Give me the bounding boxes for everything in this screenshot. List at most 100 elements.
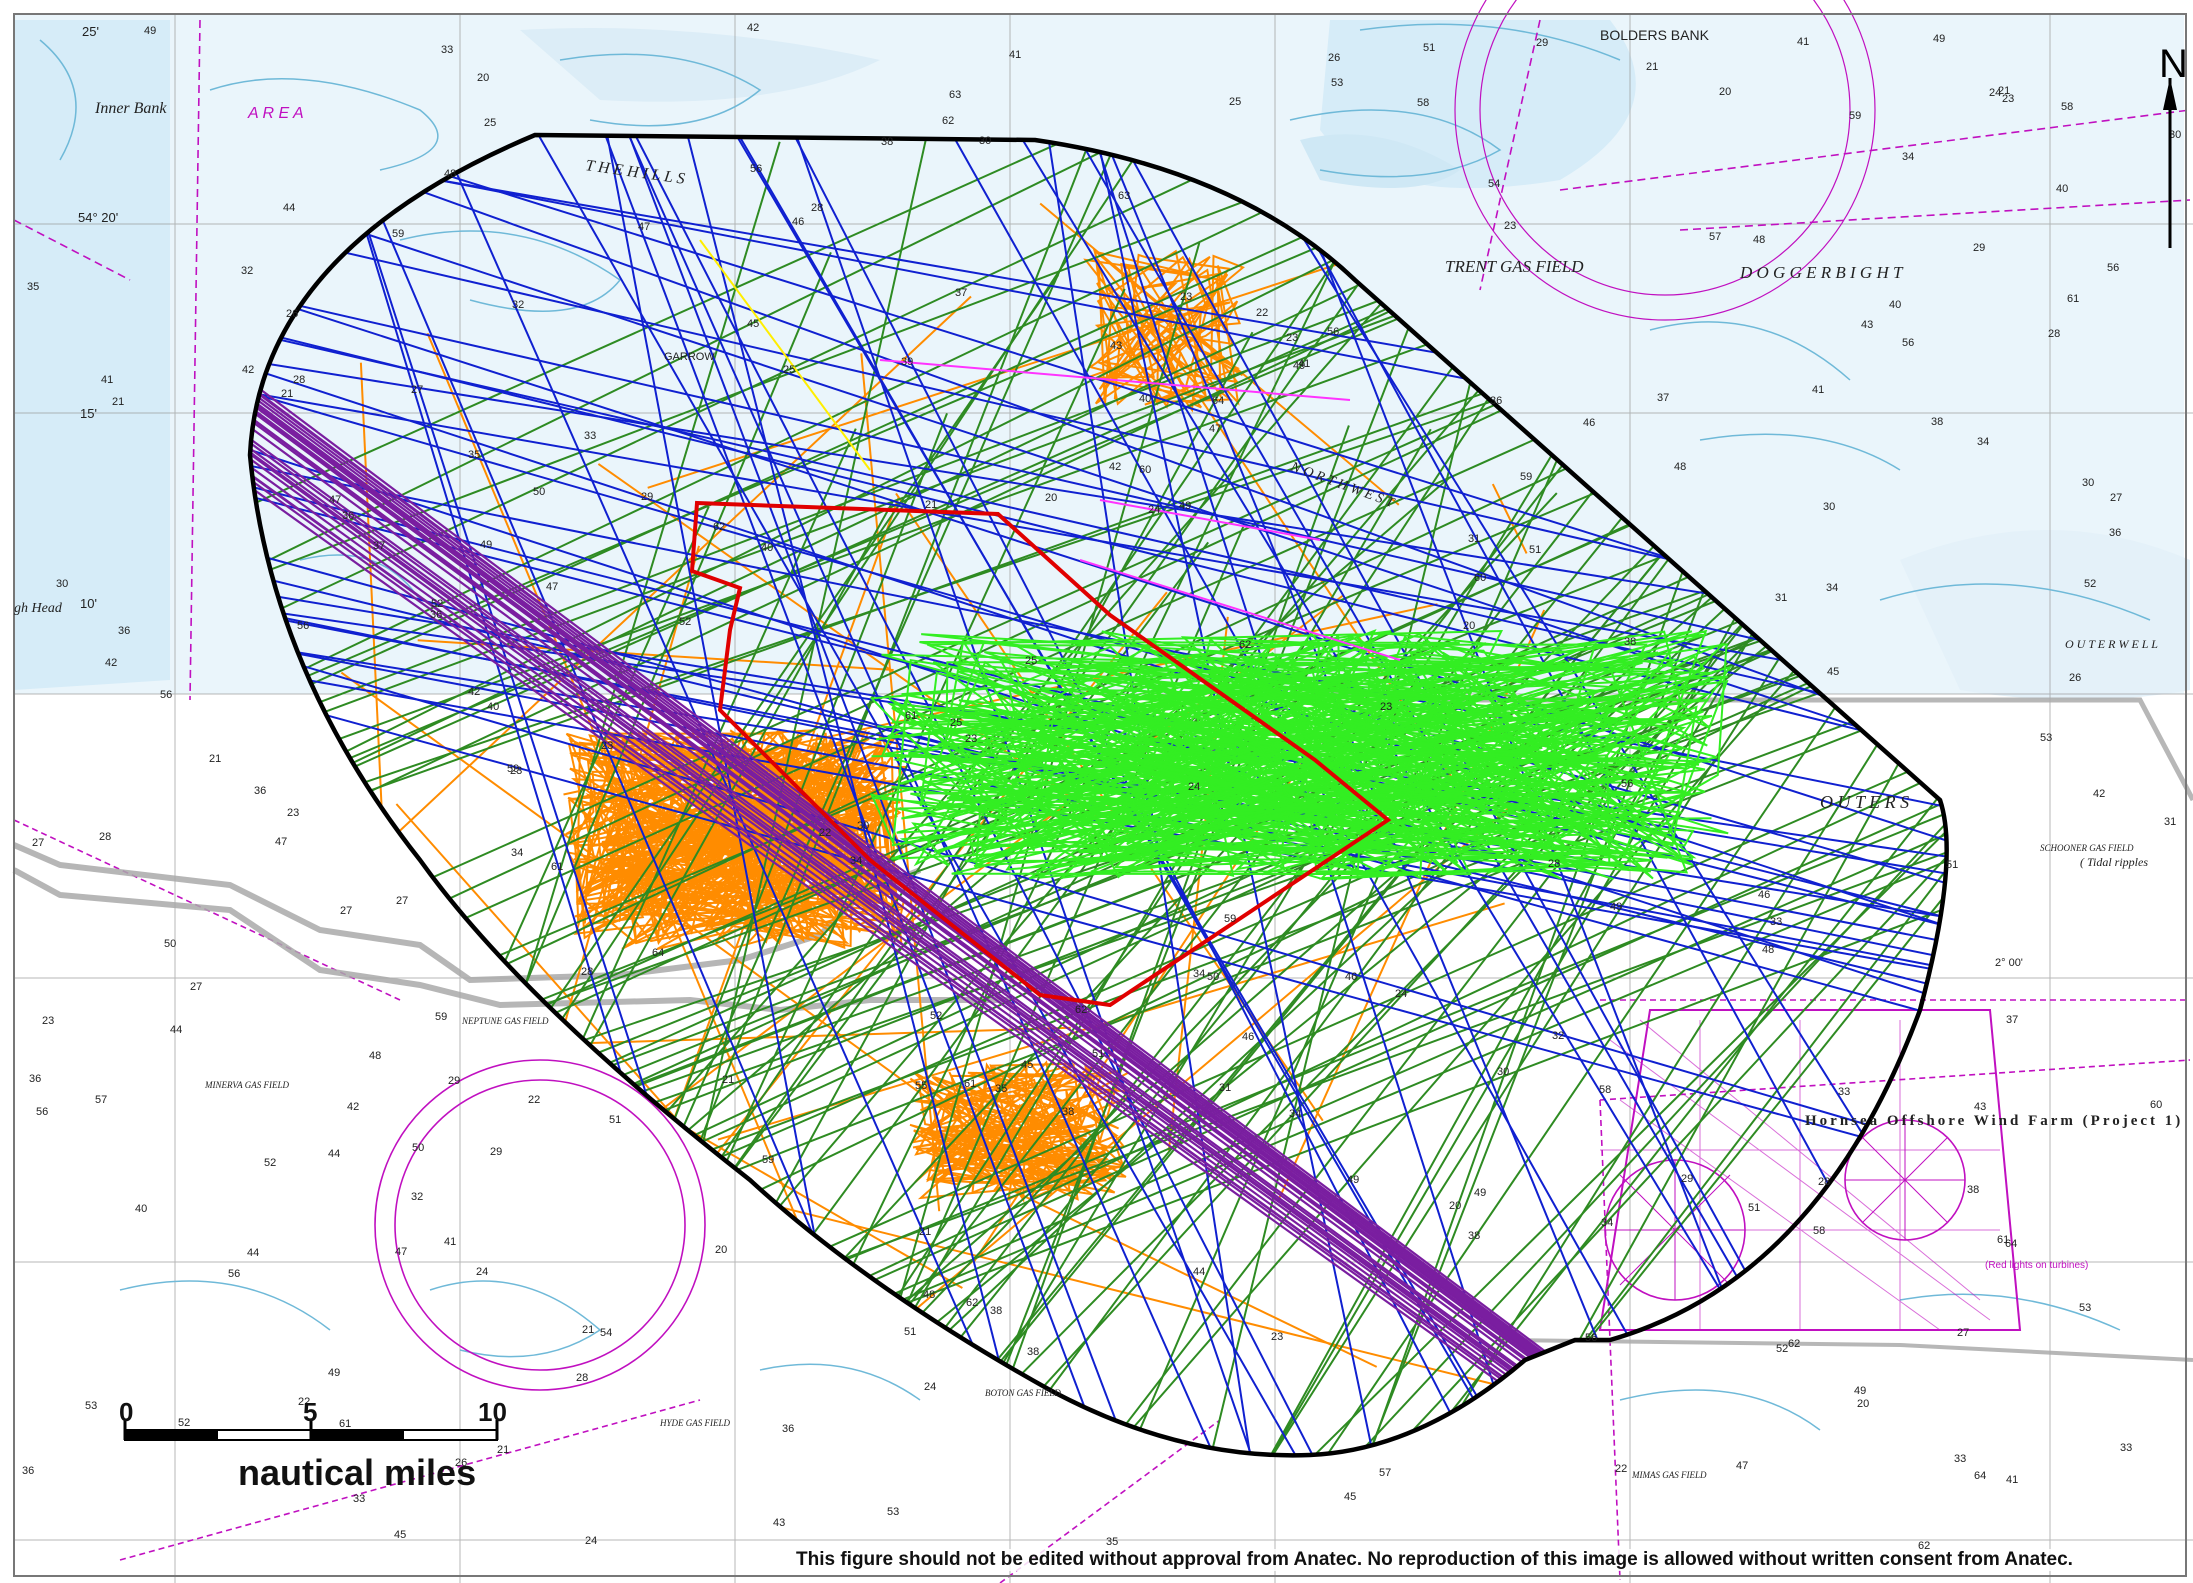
depth-sounding: 56	[297, 620, 309, 632]
depth-sounding: 32	[1552, 1030, 1564, 1042]
scale-bar	[123, 1420, 499, 1441]
depth-sounding: 27	[2110, 492, 2122, 504]
depth-sounding: 57	[1379, 1467, 1391, 1479]
depth-sounding: 49	[1293, 360, 1305, 372]
depth-sounding: 44	[328, 1148, 340, 1160]
depth-sounding: 23	[601, 740, 613, 752]
depth-sounding: 50	[164, 938, 176, 950]
depth-sounding: 59	[762, 1154, 774, 1166]
depth-sounding: 42	[2093, 788, 2105, 800]
depth-sounding: 35	[468, 449, 480, 461]
tanker-track	[250, 685, 1947, 1171]
depth-sounding: 61	[905, 710, 917, 722]
depth-sounding: 38	[1931, 416, 1943, 428]
depth-sounding: 47	[1209, 423, 1221, 435]
fishing-track	[883, 797, 1522, 1337]
depth-sounding: 51	[1529, 544, 1541, 556]
depth-sounding: 53	[2079, 1302, 2091, 1314]
depth-sounding: 20	[1045, 492, 1057, 504]
oil-gas-track	[250, 430, 1561, 1398]
scale-bar-units: nautical miles	[238, 1452, 477, 1493]
depth-sounding: 29	[641, 491, 653, 503]
depth-sounding: 58	[1813, 1225, 1825, 1237]
label-hornsea: Hornsea Offshore Wind Farm (Project 1)	[1805, 1113, 2183, 1129]
depth-sounding: 36	[342, 510, 354, 522]
depth-sounding: 34	[850, 855, 862, 867]
depth-sounding: 24	[1188, 781, 1200, 793]
depth-sounding: 59	[1849, 110, 1861, 122]
oil-gas-track	[250, 398, 1561, 1379]
depth-sounding: 52	[1776, 1343, 1788, 1355]
depth-sounding: 32	[241, 265, 253, 277]
depth-sounding: 27	[411, 384, 423, 396]
wind-farm-track	[869, 630, 1729, 881]
depth-sounding: 51	[1423, 42, 1435, 54]
depth-sounding: 56	[36, 1106, 48, 1118]
depth-sounding: 59	[392, 228, 404, 240]
depth-sounding: 20	[1449, 1200, 1461, 1212]
tanker-track	[250, 640, 1947, 1159]
oil-gas-track	[250, 471, 1561, 1423]
depth-sounding: 27	[1957, 1327, 1969, 1339]
depth-sounding: 45	[1344, 1491, 1356, 1503]
depth-sounding: 37	[373, 540, 385, 552]
depth-sounding: 20	[715, 1244, 727, 1256]
depth-sounding: 33	[1954, 1453, 1966, 1465]
depth-sounding: 23	[510, 765, 522, 777]
depth-sounding: 49	[1474, 1187, 1486, 1199]
label-area: A R E A	[247, 105, 304, 122]
oil-gas-track	[250, 466, 1561, 1420]
depth-sounding: 42	[242, 364, 254, 376]
depth-sounding: 41	[1812, 384, 1824, 396]
depth-sounding: 53	[887, 1506, 899, 1518]
depth-sounding: 28	[2048, 328, 2060, 340]
depth-sounding: 52	[930, 1010, 942, 1022]
depth-sounding: 27	[190, 981, 202, 993]
depth-sounding: 33	[1838, 1086, 1850, 1098]
depth-sounding: 59	[435, 1011, 447, 1023]
depth-sounding: 43	[1861, 319, 1873, 331]
depth-sounding: 21	[919, 1226, 931, 1238]
tanker-track	[517, 135, 1323, 1456]
depth-sounding: 56	[750, 163, 762, 175]
depth-sounding: 52	[264, 1157, 276, 1169]
other-track	[879, 359, 1351, 401]
label-outer-well: O U T E R W E L L	[2065, 637, 2158, 651]
depth-sounding: 50	[1207, 971, 1219, 983]
label-schooner: SCHOONER GAS FIELD	[2040, 843, 2134, 853]
depth-sounding: 20	[477, 72, 489, 84]
oil-gas-track	[250, 382, 1561, 1369]
depth-sounding: 36	[254, 785, 266, 797]
scale-tick-0: 0	[119, 1397, 134, 1427]
depth-sounding: 42	[468, 686, 480, 698]
depth-sounding: 51	[904, 1326, 916, 1338]
depth-sounding: 62	[1075, 1004, 1087, 1016]
label-neptune: NEPTUNE GAS FIELD	[461, 1016, 549, 1026]
scale-tick-10: 10	[478, 1397, 507, 1427]
tanker-track	[250, 355, 1947, 639]
copyright-disclaimer: This figure should not be edited without…	[790, 1549, 2079, 1571]
chart-frame	[13, 13, 2187, 1577]
depth-sounding: 23	[2002, 93, 2014, 105]
depth-sounding: 58	[1599, 1084, 1611, 1096]
depth-sounding: 42	[105, 657, 117, 669]
depth-sounding: 28	[1818, 1176, 1830, 1188]
depth-sounding: 51	[1092, 1048, 1104, 1060]
depth-sounding: 56	[2107, 262, 2119, 274]
depth-sounding: 34	[1902, 151, 1914, 163]
depth-sounding: 62	[1788, 1338, 1800, 1350]
oil-gas-track	[250, 458, 1561, 1415]
depth-sounding: 53	[1331, 77, 1343, 89]
depth-sounding: 34	[1826, 582, 1838, 594]
depth-sounding: 61	[339, 1418, 351, 1430]
depth-sounding: 31	[2164, 816, 2176, 828]
cargo-track	[250, 135, 1947, 648]
depth-sounding: 29	[490, 1146, 502, 1158]
depth-sounding: 24	[1148, 504, 1160, 516]
depth-sounding: 21	[925, 499, 937, 511]
depth-sounding: 21	[112, 396, 124, 408]
label-tidal-ripples: ( Tidal ripples	[2080, 855, 2148, 869]
depth-sounding: 46	[1242, 1031, 1254, 1043]
oil-gas-track	[250, 411, 1561, 1387]
label-gh-head: gh Head	[14, 601, 63, 616]
